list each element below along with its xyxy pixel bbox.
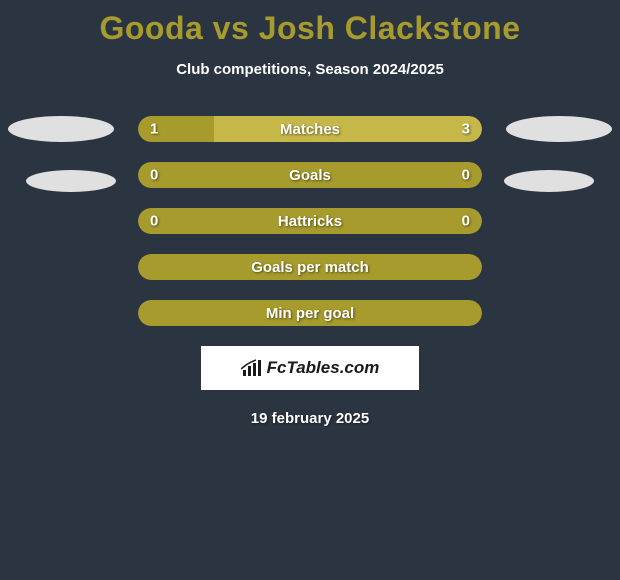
- comparison-content: 1 3 Matches 0 0 Goals 0 0 Hattricks Goals per mat…: [0, 116, 620, 326]
- player-right-ellipse-1: [506, 116, 612, 142]
- player-left-ellipse-2: [26, 170, 116, 192]
- bar-value-right: 0: [462, 167, 470, 184]
- stat-bar: Goals per match: [138, 254, 482, 280]
- player-left-ellipse-1: [8, 116, 114, 142]
- page-title: Gooda vs Josh Clackstone: [0, 0, 620, 47]
- logo-box: FcTables.com: [201, 346, 419, 390]
- stat-bar: Min per goal: [138, 300, 482, 326]
- bar-value-right: 0: [462, 213, 470, 230]
- stat-bar: 0 0 Hattricks: [138, 208, 482, 234]
- player-right-ellipse-2: [504, 170, 594, 192]
- bar-fill-right: [310, 162, 482, 188]
- bar-label: Goals: [289, 167, 331, 184]
- bar-value-left: 0: [150, 167, 158, 184]
- bar-label: Min per goal: [266, 305, 354, 322]
- stat-bars: 1 3 Matches 0 0 Goals 0 0 Hattricks Goals per mat…: [138, 116, 482, 326]
- logo-text: FcTables.com: [267, 358, 380, 378]
- date-text: 19 february 2025: [0, 410, 620, 427]
- bar-fill-right: [214, 116, 482, 142]
- stat-bar: 1 3 Matches: [138, 116, 482, 142]
- bar-label: Matches: [280, 121, 340, 138]
- subtitle: Club competitions, Season 2024/2025: [0, 61, 620, 78]
- bar-value-right: 3: [462, 121, 470, 138]
- bar-value-left: 1: [150, 121, 158, 138]
- bar-label: Hattricks: [278, 213, 342, 230]
- bar-value-left: 0: [150, 213, 158, 230]
- bar-label: Goals per match: [251, 259, 369, 276]
- bar-fill-left: [138, 162, 310, 188]
- chart-icon: [241, 359, 263, 377]
- stat-bar: 0 0 Goals: [138, 162, 482, 188]
